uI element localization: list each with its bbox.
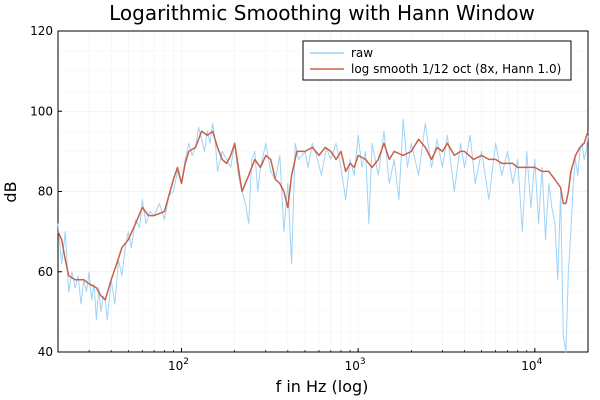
y-axis-label: dB <box>1 181 20 202</box>
legend-label-raw: raw <box>351 46 373 60</box>
y-tick-label: 60 <box>38 265 53 279</box>
x-tick-base: 10 <box>168 359 183 373</box>
x-tick-label: 103 <box>345 357 366 373</box>
x-tick-base: 10 <box>521 359 536 373</box>
y-tick-label: 120 <box>30 24 53 38</box>
series-smooth-line <box>57 130 589 301</box>
series-layer <box>57 118 589 353</box>
series-raw-line <box>57 118 589 353</box>
y-tick-label: 100 <box>30 104 53 118</box>
x-tick-exponent: 4 <box>537 357 543 367</box>
x-tick-label: 102 <box>168 357 189 373</box>
chart-title: Logarithmic Smoothing with Hann Window <box>109 1 535 25</box>
x-tick-exponent: 2 <box>183 357 189 367</box>
y-tick-label: 80 <box>38 185 53 199</box>
legend-label-smooth: log smooth 1/12 oct (8x, Hann 1.0) <box>351 62 561 76</box>
x-axis-label: f in Hz (log) <box>276 377 369 396</box>
legend-box <box>302 40 572 81</box>
x-tick-base: 10 <box>345 359 360 373</box>
x-tick-exponent: 3 <box>360 357 366 367</box>
y-tick-label: 40 <box>38 345 53 359</box>
x-tick-label: 104 <box>521 357 542 373</box>
legend: raw log smooth 1/12 oct (8x, Hann 1.0) <box>302 40 572 81</box>
